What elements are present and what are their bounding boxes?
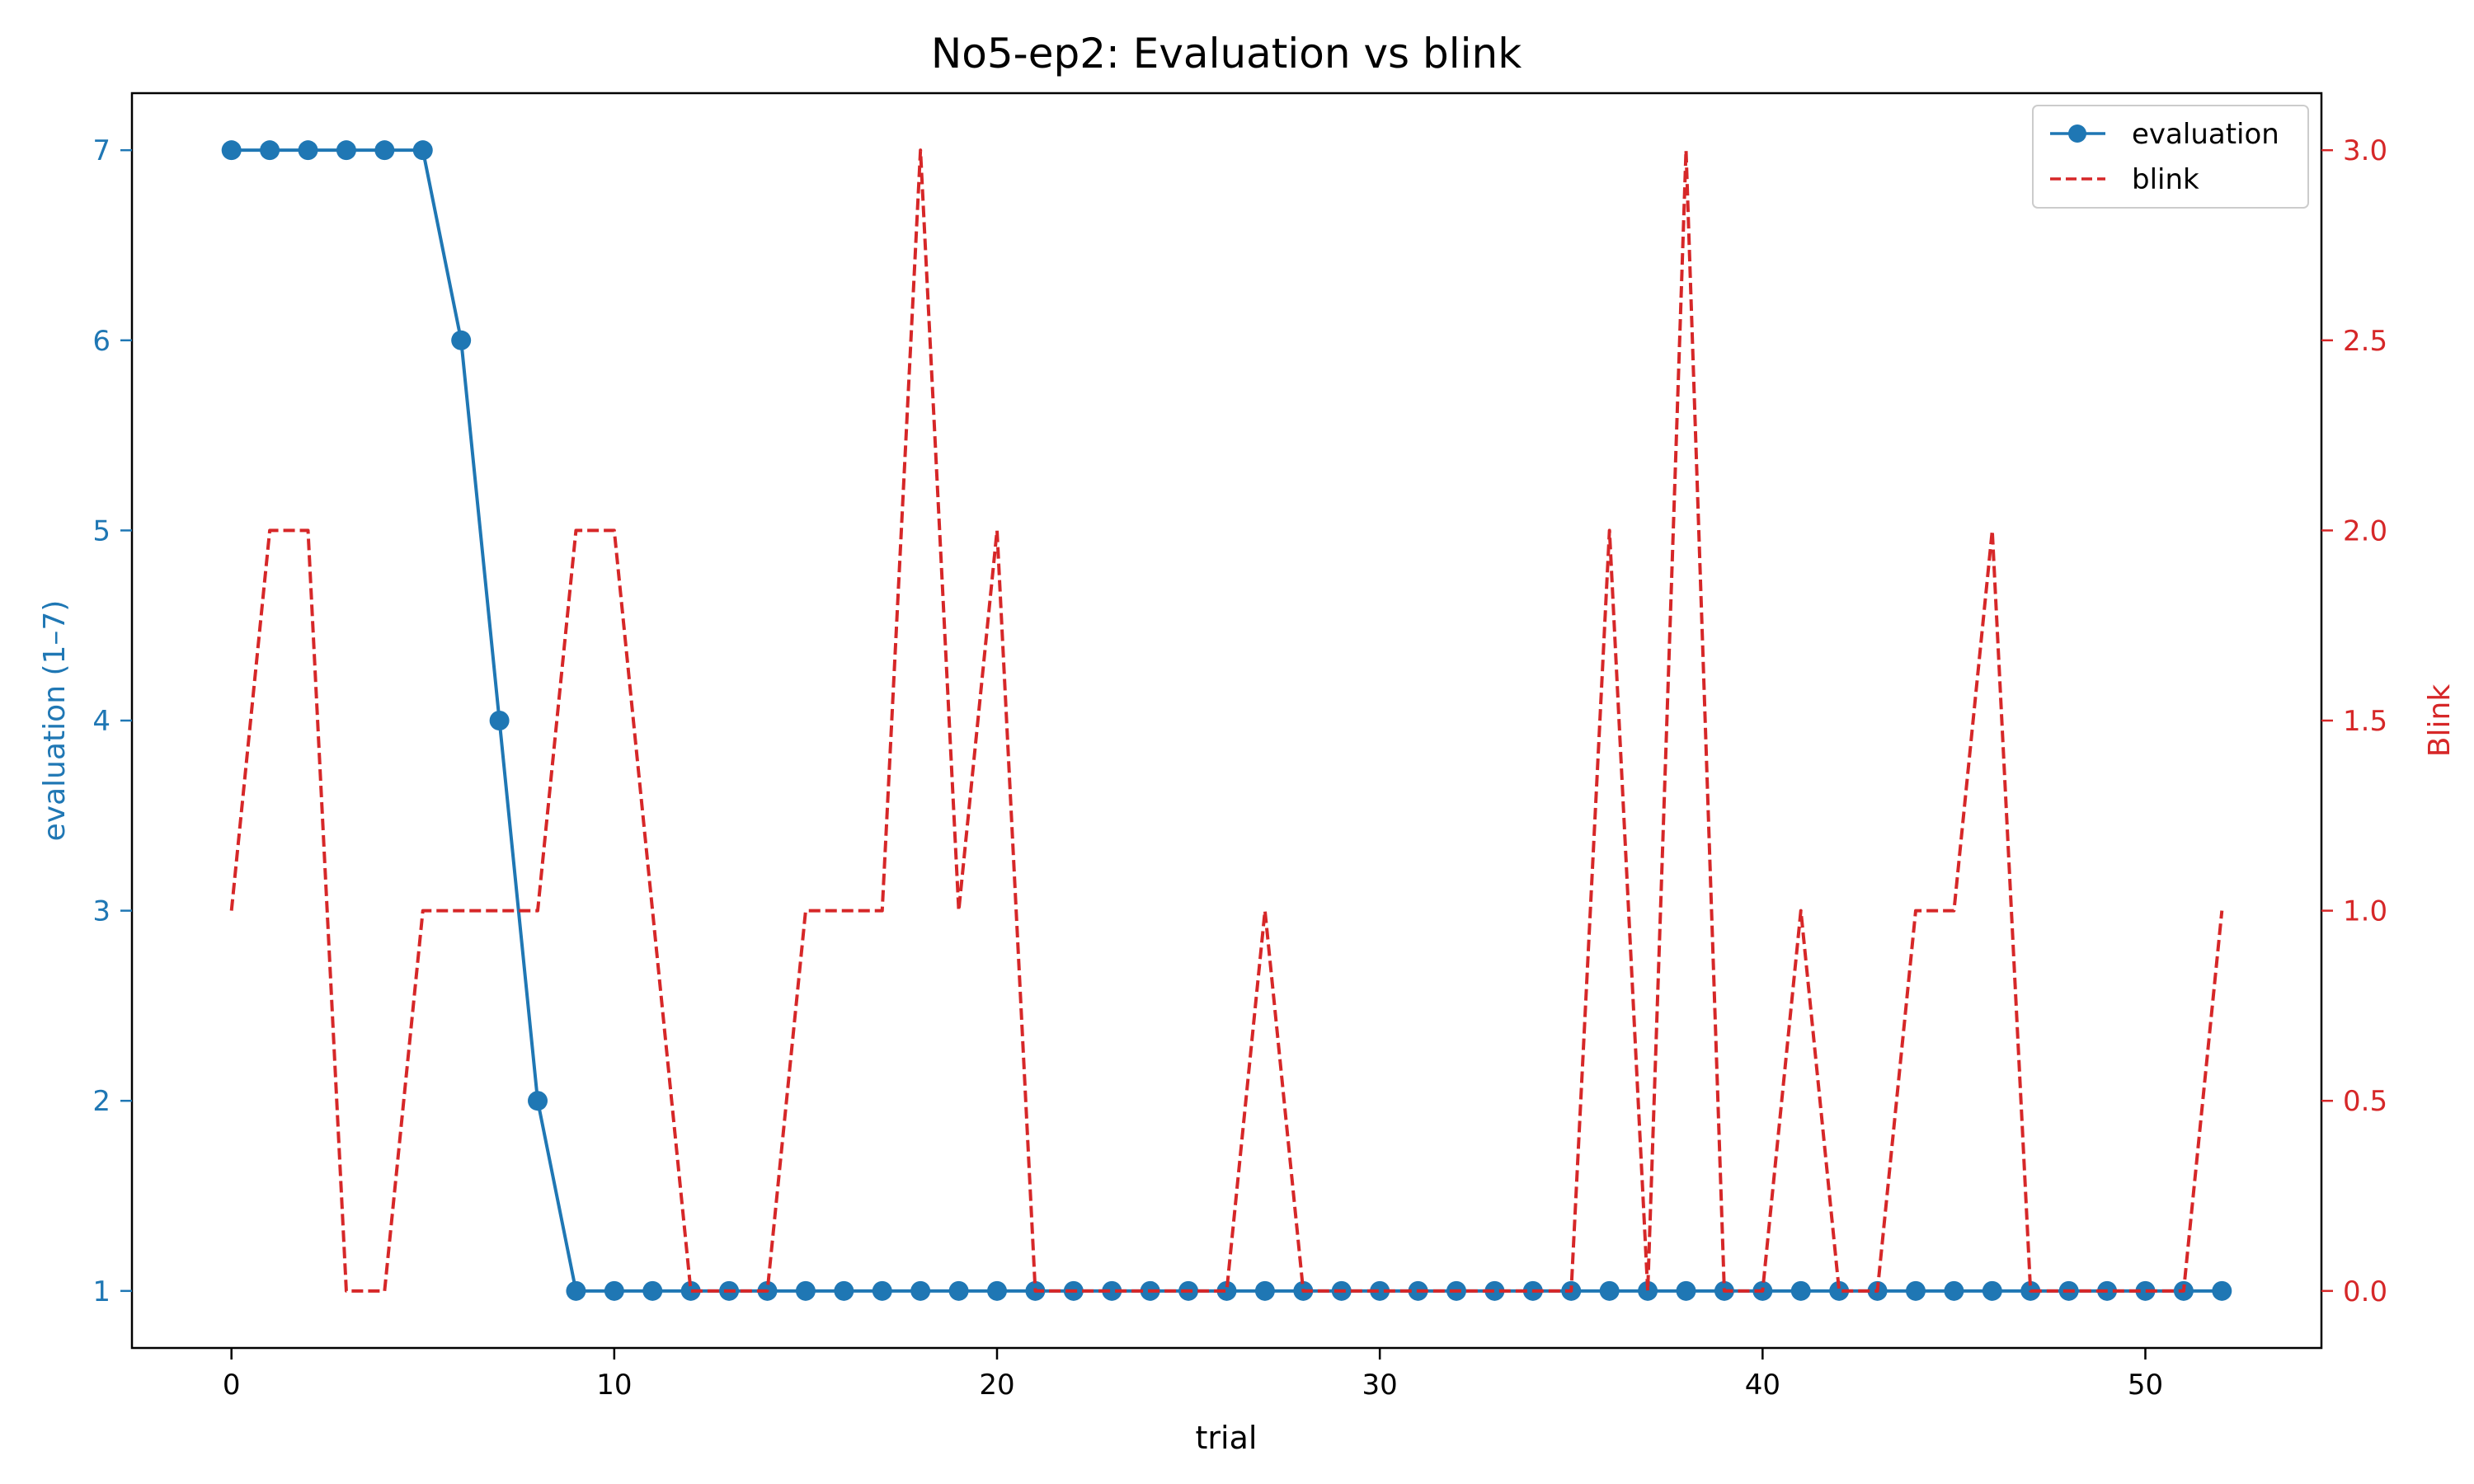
- evaluation-point: [910, 1280, 931, 1301]
- evaluation-point: [451, 330, 472, 350]
- evaluation-point: [1484, 1280, 1505, 1301]
- evaluation-point: [412, 140, 433, 161]
- evaluation-point: [374, 140, 395, 161]
- right-y-tick-label: 2.5: [2343, 325, 2387, 358]
- blink-series-line: [229, 148, 2224, 1293]
- legend: evaluation blink: [2032, 105, 2309, 209]
- chart-title: No5-ep2: Evaluation vs blink: [931, 30, 1522, 77]
- x-tick-label: 40: [1745, 1369, 1780, 1402]
- evaluation-point: [987, 1280, 1008, 1301]
- evaluation-point: [528, 1091, 548, 1111]
- right-y-tick-label: 0.0: [2343, 1275, 2387, 1308]
- legend-evaluation-marker: [2068, 124, 2086, 143]
- evaluation-point: [834, 1280, 854, 1301]
- evaluation-point: [489, 711, 510, 730]
- x-tick-label: 50: [2128, 1369, 2163, 1402]
- evaluation-point: [566, 1280, 586, 1301]
- evaluation-point: [1982, 1280, 2002, 1301]
- evaluation-point: [1676, 1280, 1696, 1301]
- left-y-tick-label: 5: [92, 514, 111, 547]
- evaluation-point: [948, 1280, 969, 1301]
- x-axis-label: trial: [1196, 1420, 1258, 1456]
- evaluation-point: [298, 140, 318, 161]
- evaluation-point: [1944, 1280, 1964, 1301]
- evaluation-point: [1829, 1280, 1850, 1301]
- left-y-axis-label: evaluation (1–7): [38, 600, 72, 842]
- evaluation-point: [221, 140, 242, 161]
- left-y-tick-label: 3: [92, 895, 111, 928]
- right-y-axis-ticks: 0.0 0.5 1.0 1.5 2.0 2.5 3.0: [2321, 134, 2387, 1308]
- x-tick-label: 20: [979, 1369, 1014, 1402]
- x-tick-label: 10: [596, 1369, 632, 1402]
- left-y-tick-label: 6: [92, 325, 111, 358]
- evaluation-point: [604, 1280, 624, 1301]
- legend-box: [2032, 105, 2309, 209]
- evaluation-point: [2135, 1280, 2156, 1301]
- x-tick-label: 30: [1362, 1369, 1398, 1402]
- right-y-tick-label: 1.5: [2343, 705, 2387, 738]
- legend-blink-label: blink: [2132, 163, 2199, 196]
- evaluation-point: [1102, 1280, 1122, 1301]
- evaluation-point: [2212, 1280, 2232, 1301]
- evaluation-point: [1370, 1280, 1390, 1301]
- evaluation-point: [336, 140, 356, 161]
- left-y-axis-ticks: 1 2 3 4 5 6 7: [92, 134, 132, 1308]
- right-y-tick-label: 3.0: [2343, 134, 2387, 167]
- evaluation-point: [872, 1280, 892, 1301]
- evaluation-point: [642, 1280, 663, 1301]
- left-y-tick-label: 1: [92, 1275, 111, 1308]
- evaluation-point: [1254, 1280, 1275, 1301]
- left-y-tick-label: 4: [92, 705, 111, 738]
- left-y-tick-label: 2: [92, 1085, 111, 1118]
- x-tick-label: 0: [223, 1369, 241, 1402]
- evaluation-point: [1638, 1280, 1658, 1301]
- evaluation-point: [1905, 1280, 1926, 1301]
- legend-evaluation-label: evaluation: [2132, 118, 2279, 151]
- right-y-axis-label: Blink: [2423, 684, 2457, 758]
- evaluation-point: [795, 1280, 816, 1301]
- evaluation-point: [1599, 1280, 1620, 1301]
- left-y-tick-label: 7: [92, 134, 111, 167]
- evaluation-point: [260, 140, 280, 161]
- right-y-tick-label: 1.0: [2343, 895, 2387, 928]
- evaluation-point: [1216, 1280, 1237, 1301]
- x-axis-ticks: 0 10 20 30 40 50: [223, 1348, 2163, 1402]
- evaluation-point: [680, 1280, 701, 1301]
- right-y-tick-label: 0.5: [2343, 1085, 2387, 1118]
- plot-marks: [221, 140, 2232, 1301]
- right-y-tick-label: 2.0: [2343, 514, 2387, 547]
- evaluation-point: [1790, 1280, 1811, 1301]
